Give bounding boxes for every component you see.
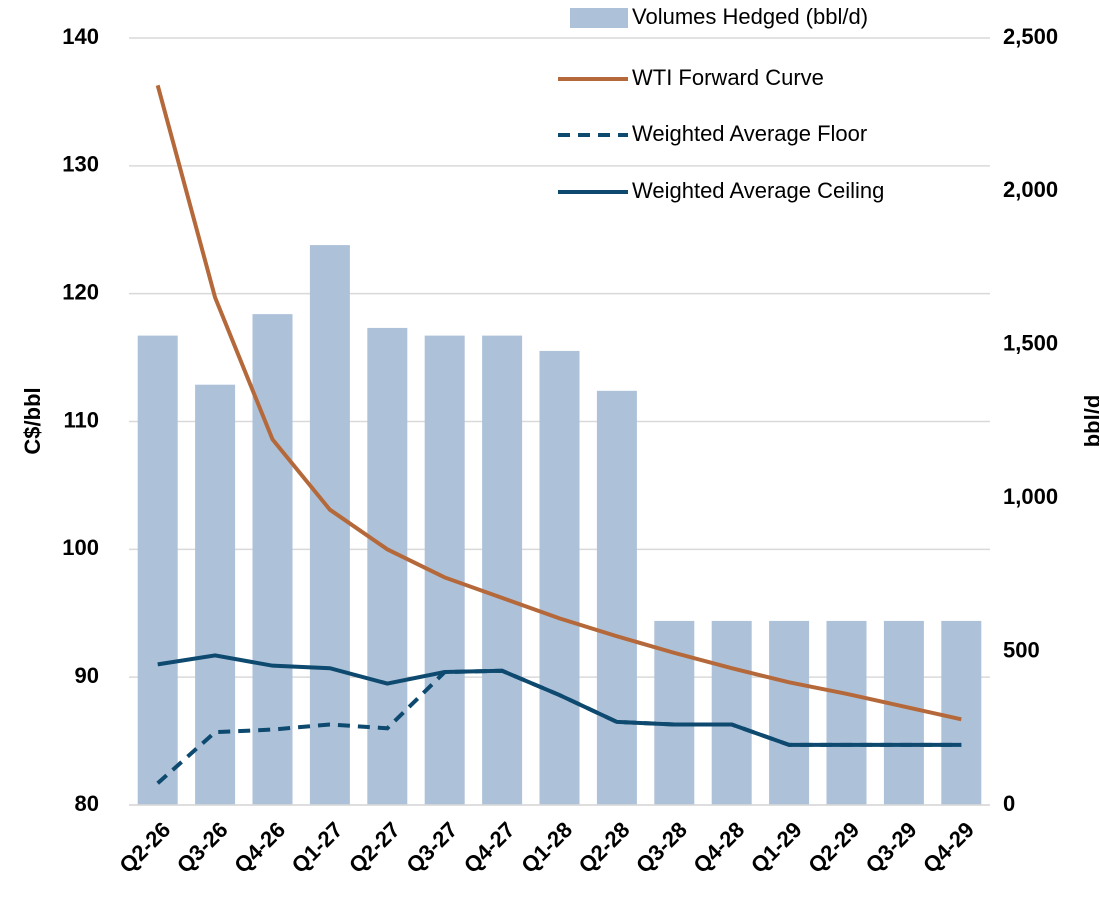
legend-label: Weighted Average Ceiling [632,178,884,203]
y-tick-label: 80 [75,791,99,816]
bar [826,620,867,805]
line [155,84,962,722]
bar [711,620,752,805]
y2-tick-label: 0 [1003,791,1015,816]
legend-label: Weighted Average Floor [632,121,867,146]
y-tick-label: 110 [64,407,100,432]
bar [941,620,982,805]
x-tick-label: Q3-26 [172,817,233,878]
y-tick-label: 140 [62,24,99,49]
x-tick-label: Q2-28 [574,817,635,878]
x-tick-label: Q2-26 [114,817,175,878]
bar [482,335,523,805]
x-tick-label: Q3-28 [631,817,692,878]
x-tick-label: Q3-27 [401,817,462,878]
x-tick-label: Q4-27 [459,817,520,878]
bar [367,327,408,805]
y-tick-label: 120 [62,279,99,304]
y2-tick-label: 2,000 [1003,177,1058,202]
bar [769,620,810,805]
y2-axis-title: bbl/d [1080,395,1099,448]
x-tick-label: Q1-27 [287,817,348,878]
y-axis-title: C$/bbl [20,387,45,454]
legend-swatch [570,8,628,28]
y2-tick-label: 1,000 [1003,484,1058,509]
x-tick-label: Q1-29 [746,817,807,878]
y-tick-label: 100 [62,535,99,560]
x-tick-label: Q4-29 [918,817,979,878]
legend-label: Volumes Hedged (bbl/d) [632,4,868,29]
bar [195,384,236,805]
y2-tick-label: 2,500 [1003,24,1058,49]
bar [883,620,924,805]
x-tick-label: Q4-26 [229,817,290,878]
x-tick-label: Q2-27 [344,817,405,878]
x-tick-label: Q3-29 [861,817,922,878]
bar [539,350,580,805]
bar [309,245,350,806]
y2-tick-label: 500 [1003,637,1040,662]
y2-tick-label: 1,500 [1003,331,1058,356]
x-tick-label: Q1-28 [516,817,577,878]
legend-label: WTI Forward Curve [632,65,824,90]
bar [137,335,178,805]
bar [596,390,637,805]
y-tick-label: 90 [75,663,99,688]
line [157,653,962,747]
x-tick-label: Q2-29 [803,817,864,878]
x-tick-label: Q4-28 [688,817,749,878]
y-tick-label: 130 [62,152,99,177]
bar [252,314,293,805]
